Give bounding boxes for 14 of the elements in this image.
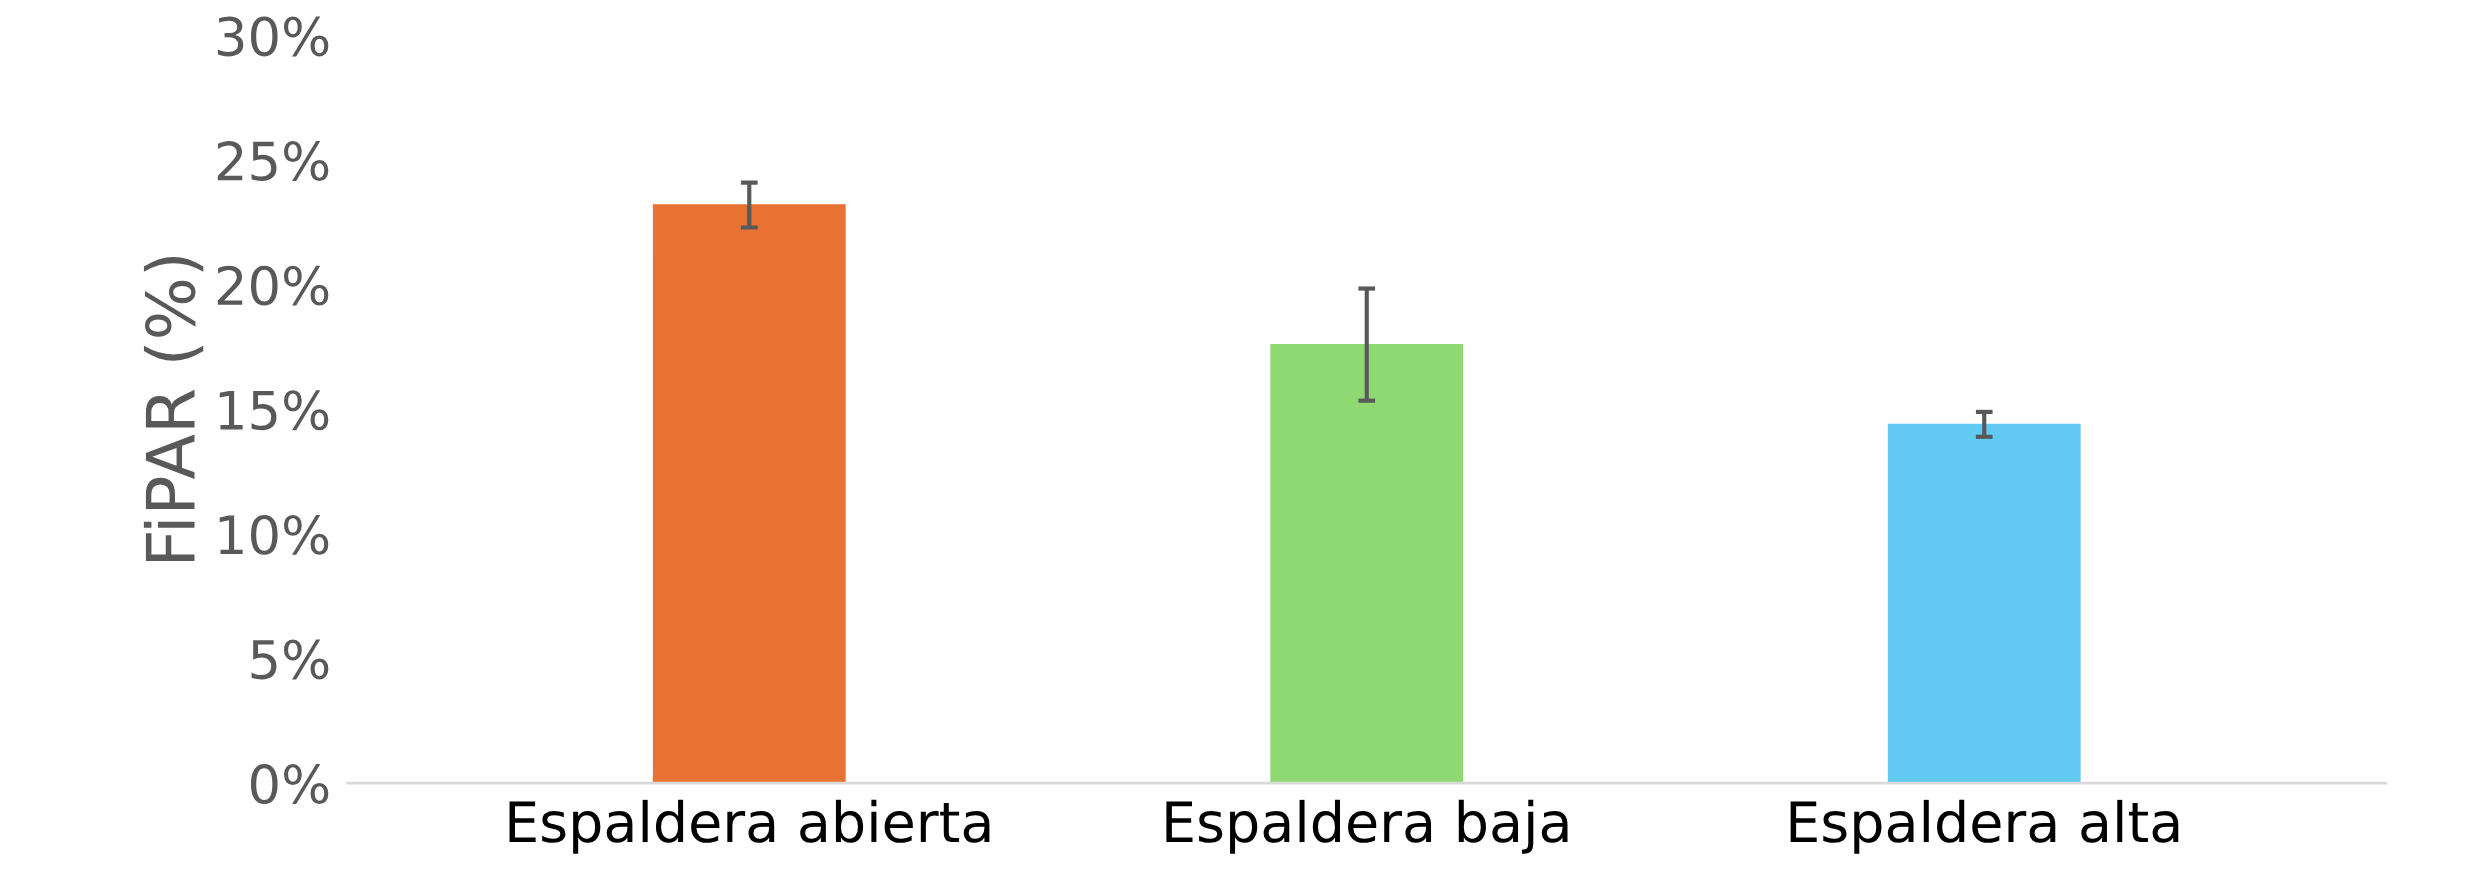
y-tick-label: 25% <box>217 141 329 181</box>
y-tick-label: 5% <box>251 639 329 680</box>
y-tick-label: 30% <box>217 16 329 57</box>
y-tick-label: 0% <box>250 764 329 804</box>
y-tick-label: 20% <box>217 265 329 306</box>
bar <box>1270 343 1464 784</box>
bar <box>652 204 846 784</box>
x-tick-label: Espaldera abierta <box>509 799 990 854</box>
x-tick-label: Espaldera baja <box>1166 799 1568 854</box>
x-tick-label: Espaldera alta <box>1790 799 2179 854</box>
y-tick-label: 10% <box>219 514 329 555</box>
y-axis-title: FiPAR (%) <box>143 256 204 562</box>
bar <box>1887 423 2081 784</box>
y-tick-label: 15% <box>219 390 329 431</box>
